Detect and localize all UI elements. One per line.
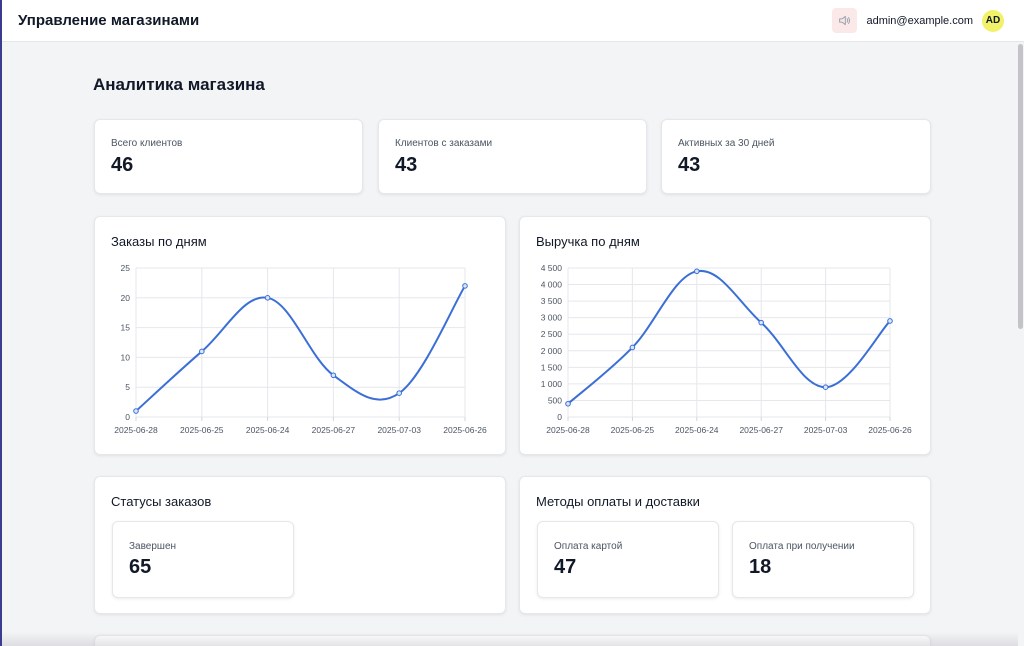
stat-label: Клиентов с заказами bbox=[395, 138, 493, 149]
stat-label: Активных за 30 дней bbox=[678, 138, 775, 149]
status-card-completed: Завершен 65 bbox=[112, 521, 294, 598]
scrollbar-thumb[interactable] bbox=[1018, 44, 1023, 329]
bottom-shadow bbox=[2, 632, 1018, 646]
y-tick-label: 4 500 bbox=[541, 263, 563, 273]
method-card-card-payment: Оплата картой 47 bbox=[537, 521, 719, 598]
revenue-chart-card: Выручка по дням 0 500 1 000 1 500 2 000 2 500… bbox=[519, 216, 931, 455]
y-tick-label: 4 000 bbox=[541, 280, 563, 290]
speaker-icon bbox=[839, 15, 851, 26]
payment-delivery-title: Методы оплаты и доставки bbox=[536, 494, 700, 509]
y-tick-label: 500 bbox=[548, 395, 562, 405]
scrollbar-track[interactable] bbox=[1016, 42, 1024, 646]
status-label: Завершен bbox=[129, 541, 177, 552]
y-tick-label: 3 500 bbox=[541, 296, 563, 306]
y-tick-label: 1 500 bbox=[541, 362, 563, 372]
data-point[interactable] bbox=[462, 283, 468, 289]
data-point[interactable] bbox=[822, 384, 829, 390]
x-tick-label: 2025-06-27 bbox=[739, 425, 783, 435]
y-tick-label: 2 000 bbox=[541, 346, 563, 356]
data-point[interactable] bbox=[199, 348, 205, 355]
stat-card-total-customers: Всего клиентов 46 bbox=[94, 119, 363, 194]
revenue-chart-title: Выручка по дням bbox=[536, 234, 640, 249]
series-line bbox=[567, 270, 891, 405]
stat-card-active-30-days: Активных за 30 дней 43 bbox=[661, 119, 931, 194]
status-value: 65 bbox=[129, 556, 152, 578]
app-title: Управление магазинами bbox=[18, 12, 200, 29]
revenue-chart: 0 500 1 000 1 500 2 000 2 500 3 000 3 500 4 000 4… bbox=[541, 263, 912, 435]
page-title: Аналитика магазина bbox=[93, 75, 265, 94]
y-tick-label: 15 bbox=[121, 323, 131, 333]
x-tick-label: 2025-06-26 bbox=[868, 425, 912, 435]
x-tick-label: 2025-06-24 bbox=[675, 425, 719, 435]
y-tick-label: 3 000 bbox=[541, 313, 563, 323]
data-point[interactable] bbox=[694, 268, 700, 275]
x-tick-label: 2025-07-03 bbox=[804, 425, 848, 435]
order-statuses-title: Статусы заказов bbox=[111, 494, 212, 509]
top-bar: Управление магазинами admin@example.com … bbox=[2, 0, 1024, 42]
y-tick-label: 1 000 bbox=[541, 379, 563, 389]
data-point[interactable] bbox=[133, 408, 139, 414]
x-tick-label: 2025-06-27 bbox=[312, 425, 356, 435]
method-card-cash-on-delivery: Оплата при получении 18 bbox=[732, 521, 914, 598]
stat-value: 46 bbox=[111, 154, 134, 176]
x-tick-label: 2025-06-25 bbox=[180, 425, 224, 435]
orders-chart-title: Заказы по дням bbox=[111, 234, 207, 249]
orders-chart: 0 5 10 15 20 25 2025-06-28 2025-06-25 2025-06-24… bbox=[114, 263, 487, 435]
user-email: admin@example.com bbox=[866, 14, 973, 27]
x-tick-label: 2025-07-03 bbox=[377, 425, 421, 435]
data-point[interactable] bbox=[629, 344, 636, 351]
data-point[interactable] bbox=[264, 295, 271, 301]
data-point[interactable] bbox=[396, 390, 403, 396]
payment-delivery-methods-card: Методы оплаты и доставки Оплата картой 4… bbox=[519, 476, 931, 614]
user-area: admin@example.com AD bbox=[832, 8, 1004, 33]
y-tick-label: 25 bbox=[121, 263, 131, 273]
stat-card-customers-with-orders: Клиентов с заказами 43 bbox=[378, 119, 647, 194]
y-tick-label: 20 bbox=[121, 293, 131, 303]
avatar[interactable]: AD bbox=[982, 9, 1004, 32]
x-tick-label: 2025-06-28 bbox=[114, 425, 158, 435]
y-tick-label: 0 bbox=[557, 412, 562, 422]
x-tick-label: 2025-06-24 bbox=[246, 425, 290, 435]
stat-value: 43 bbox=[678, 154, 701, 176]
data-point[interactable] bbox=[565, 400, 571, 407]
stat-label: Всего клиентов bbox=[111, 138, 183, 149]
method-label: Оплата при получении bbox=[749, 541, 855, 552]
data-point[interactable] bbox=[330, 372, 337, 379]
x-tick-label: 2025-06-26 bbox=[443, 425, 487, 435]
y-tick-label: 5 bbox=[125, 382, 130, 392]
x-tick-label: 2025-06-28 bbox=[546, 425, 590, 435]
y-tick-label: 0 bbox=[125, 412, 130, 422]
series-line bbox=[135, 285, 466, 412]
stat-value: 43 bbox=[395, 154, 418, 176]
sound-toggle-button[interactable] bbox=[832, 8, 858, 33]
y-tick-label: 10 bbox=[121, 352, 131, 362]
data-point[interactable] bbox=[887, 318, 893, 324]
method-value: 47 bbox=[554, 556, 577, 578]
orders-chart-card: Заказы по дням 0 5 10 15 20 25 2025-06-28 2025-… bbox=[94, 216, 506, 455]
data-point[interactable] bbox=[758, 319, 764, 326]
y-tick-label: 2 500 bbox=[541, 329, 563, 339]
order-statuses-card: Статусы заказов Завершен 65 bbox=[94, 476, 506, 614]
method-value: 18 bbox=[749, 556, 772, 578]
x-tick-label: 2025-06-25 bbox=[611, 425, 655, 435]
method-label: Оплата картой bbox=[554, 541, 623, 552]
